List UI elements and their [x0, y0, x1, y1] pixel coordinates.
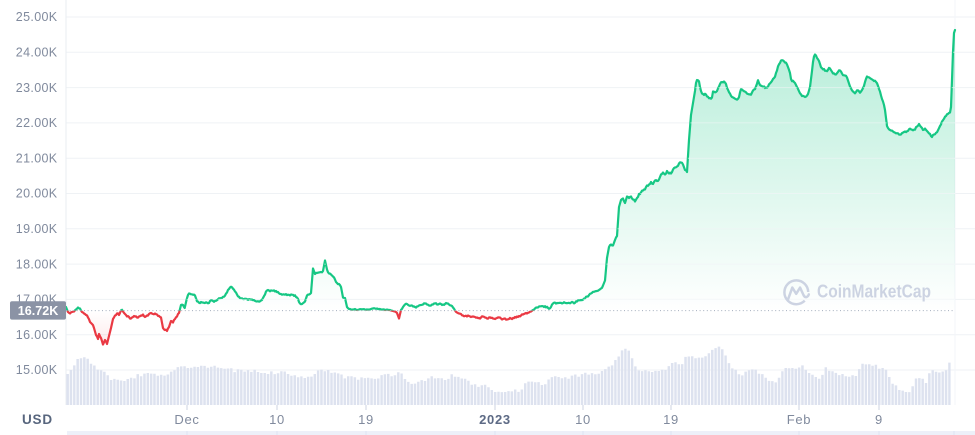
- svg-text:Dec: Dec: [174, 412, 199, 427]
- svg-text:9: 9: [875, 412, 883, 427]
- svg-text:Feb: Feb: [787, 412, 812, 427]
- svg-text:25.00K: 25.00K: [16, 10, 58, 24]
- svg-text:19: 19: [663, 412, 679, 427]
- svg-text:22.00K: 22.00K: [16, 116, 58, 130]
- svg-text:16.72K: 16.72K: [18, 304, 59, 318]
- svg-text:20.00K: 20.00K: [16, 187, 58, 201]
- svg-text:CoinMarketCap: CoinMarketCap: [817, 282, 931, 302]
- svg-text:19.00K: 19.00K: [16, 222, 58, 236]
- svg-text:18.00K: 18.00K: [16, 257, 58, 271]
- svg-text:19: 19: [358, 412, 374, 427]
- svg-text:2023: 2023: [479, 412, 511, 427]
- svg-text:16.00K: 16.00K: [16, 328, 58, 342]
- svg-text:USD: USD: [22, 412, 53, 427]
- svg-text:10: 10: [269, 412, 285, 427]
- svg-text:24.00K: 24.00K: [16, 46, 58, 60]
- svg-text:15.00K: 15.00K: [16, 363, 58, 377]
- svg-text:21.00K: 21.00K: [16, 151, 58, 165]
- svg-text:23.00K: 23.00K: [16, 81, 58, 95]
- svg-text:10: 10: [575, 412, 591, 427]
